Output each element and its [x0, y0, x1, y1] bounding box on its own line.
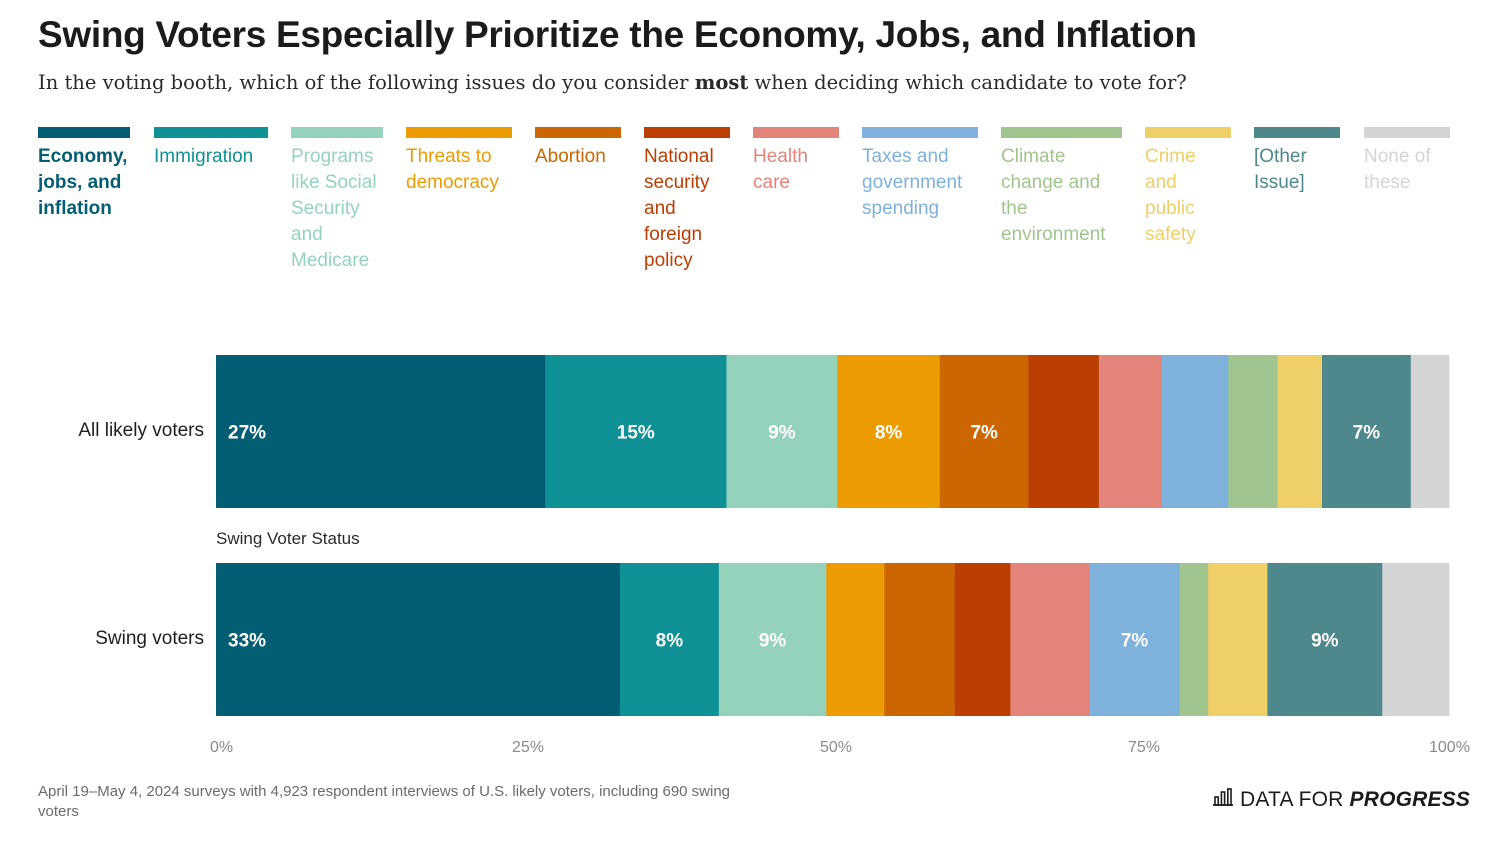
- legend-item-12: None of these: [1364, 127, 1450, 196]
- bar-all-likely-voters-other-issue: [1322, 355, 1412, 508]
- data-label-all-likely-voters-other-issue: 7%: [1353, 423, 1381, 444]
- bar-all-likely-voters-national-security-and-foreign-policy: [1028, 355, 1100, 508]
- legend-swatch: [862, 127, 978, 138]
- data-label-all-likely-voters-programs-like-social-security-and-medicare: 9%: [768, 423, 796, 444]
- legend-swatch: [1254, 127, 1340, 138]
- bar-all-likely-voters-taxes-and-government-spending: [1161, 355, 1229, 508]
- x-tick-25: 25%: [512, 739, 545, 756]
- logo-text-regular: DATA FOR: [1240, 788, 1344, 811]
- legend-item-1: Economy, jobs, and inflation: [38, 127, 130, 222]
- bar-swing-voters-abortion: [884, 563, 956, 716]
- legend-label: Taxes and government spending: [862, 146, 963, 219]
- data-label-swing-voters-other-issue: 9%: [1311, 631, 1339, 652]
- data-label-all-likely-voters-economy-jobs-and-inflation: 27%: [228, 423, 266, 444]
- bar-swing-voters-none-of-these: [1382, 563, 1450, 716]
- x-tick-50: 50%: [820, 739, 853, 756]
- x-tick-0: 0%: [210, 739, 234, 756]
- data-label-swing-voters-immigration: 8%: [656, 631, 684, 652]
- legend-swatch: [753, 127, 839, 138]
- legend-label: Crime and public safety: [1145, 146, 1196, 245]
- legend-swatch: [644, 127, 730, 138]
- bar-swing-voters-national-security-and-foreign-policy: [954, 563, 1011, 716]
- legend-label: Threats to democracy: [406, 146, 499, 193]
- legend-item-6: National security and foreign policy: [644, 127, 730, 274]
- legend-item-7: Health care: [753, 127, 839, 196]
- row-label-all-likely-voters: All likely voters: [78, 420, 204, 441]
- legend-swatch: [535, 127, 621, 138]
- legend-swatch: [291, 127, 383, 138]
- bar-all-likely-voters-economy-jobs-and-inflation: [216, 355, 546, 508]
- bar-swing-voters-threats-to-democracy: [826, 563, 885, 716]
- legend-swatch: [154, 127, 268, 138]
- legend-item-3: Programs like Social Security and Medica…: [291, 127, 383, 274]
- data-label-all-likely-voters-threats-to-democracy: 8%: [875, 423, 903, 444]
- bar-swing-voters-immigration: [620, 563, 720, 716]
- bar-swing-voters-economy-jobs-and-inflation: [216, 563, 621, 716]
- bar-all-likely-voters-immigration: [545, 355, 727, 508]
- logo-text-bold: PROGRESS: [1349, 788, 1471, 811]
- bar-all-likely-voters-health-care: [1098, 355, 1163, 508]
- legend-label: [Other Issue]: [1254, 146, 1307, 193]
- bar-swing-voters-taxes-and-government-spending: [1089, 563, 1181, 716]
- data-for-progress-logo: DATA FOR PROGRESS: [1212, 788, 1470, 812]
- bar-swing-voters-climate-change-and-the-environment: [1179, 563, 1209, 716]
- legend-label: Programs like Social Security and Medica…: [291, 146, 377, 271]
- legend-swatch: [1145, 127, 1231, 138]
- bar-swing-voters-programs-like-social-security-and-medicare: [718, 563, 827, 716]
- group-label-swing-voter-status: Swing Voter Status: [216, 529, 360, 548]
- data-label-swing-voters-economy-jobs-and-inflation: 33%: [228, 631, 266, 652]
- chart-subtitle: In the voting booth, which of the follow…: [38, 71, 1187, 94]
- legend-swatch: [1364, 127, 1450, 138]
- legend-swatch: [406, 127, 512, 138]
- legend-swatch: [1001, 127, 1122, 138]
- legend-item-5: Abortion: [535, 127, 621, 170]
- chart-title: Swing Voters Especially Prioritize the E…: [38, 14, 1197, 55]
- legend-label: Climate change and the environment: [1001, 146, 1106, 245]
- legend-label: None of these: [1364, 146, 1431, 193]
- bar-all-likely-voters-none-of-these: [1410, 355, 1450, 508]
- legend-label: National security and foreign policy: [644, 146, 714, 271]
- legend-label: Abortion: [535, 146, 606, 167]
- bar-all-likely-voters-threats-to-democracy: [837, 355, 941, 508]
- legend-label: Health care: [753, 146, 808, 193]
- legend-item-11: [Other Issue]: [1254, 127, 1340, 196]
- legend-label: Immigration: [154, 146, 254, 167]
- data-label-swing-voters-programs-like-social-security-and-medicare: 9%: [759, 631, 787, 652]
- legend-item-8: Taxes and government spending: [862, 127, 978, 222]
- legend-item-9: Climate change and the environment: [1001, 127, 1122, 248]
- bar-swing-voters-other-issue: [1267, 563, 1383, 716]
- bar-all-likely-voters-programs-like-social-security-and-medicare: [726, 355, 838, 508]
- row-label-swing-voters: Swing voters: [95, 628, 204, 649]
- data-label-all-likely-voters-abortion: 7%: [970, 423, 998, 444]
- x-tick-100: 100%: [1429, 739, 1470, 756]
- bar-all-likely-voters-climate-change-and-the-environment: [1228, 355, 1279, 508]
- data-label-swing-voters-taxes-and-government-spending: 7%: [1121, 631, 1149, 652]
- bar-all-likely-voters-abortion: [939, 355, 1029, 508]
- x-tick-75: 75%: [1128, 739, 1161, 756]
- legend-item-4: Threats to democracy: [406, 127, 512, 196]
- bar-swing-voters-health-care: [1010, 563, 1090, 716]
- source-note: April 19–May 4, 2024 surveys with 4,923 …: [38, 783, 731, 820]
- legend-swatch: [38, 127, 130, 138]
- legend-item-2: Immigration: [154, 127, 268, 170]
- bar-swing-voters-crime-and-public-safety: [1208, 563, 1268, 716]
- bar-all-likely-voters-crime-and-public-safety: [1277, 355, 1323, 508]
- legend-item-10: Crime and public safety: [1145, 127, 1231, 248]
- data-label-all-likely-voters-immigration: 15%: [617, 423, 655, 444]
- bar-chart-icon: [1212, 788, 1234, 812]
- legend-label: Economy, jobs, and inflation: [38, 146, 128, 219]
